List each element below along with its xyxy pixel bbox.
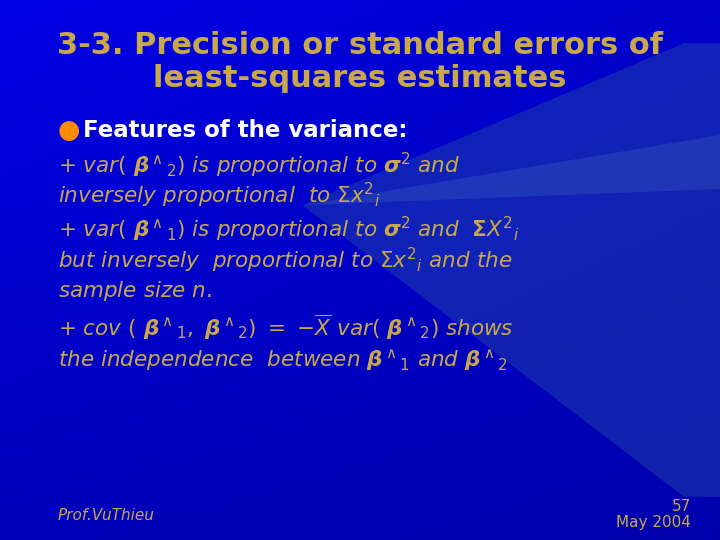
Text: 3-3. Precision or standard errors of: 3-3. Precision or standard errors of	[57, 31, 663, 60]
Text: $\mathit{+ \ var(\ } \boldsymbol{\beta}^\wedge{}_2\mathit{)\ is\ proportional\ t: $\mathit{+ \ var(\ } \boldsymbol{\beta}^…	[58, 151, 459, 180]
Text: $\mathit{but\ inversely\ \ proportional\ to\ \Sigma} x^2{}_{\mathit{i}}\ \mathit: $\mathit{but\ inversely\ \ proportional\…	[58, 246, 512, 275]
Text: Features of the variance:: Features of the variance:	[83, 119, 408, 142]
Text: least-squares estimates: least-squares estimates	[153, 64, 567, 93]
Text: ●: ●	[58, 118, 80, 144]
Text: $\mathit{+ \ var(\ }\boldsymbol{\beta}^\wedge{}_1\mathit{)\ is\ proportional\ to: $\mathit{+ \ var(\ }\boldsymbol{\beta}^\…	[58, 215, 519, 244]
Text: $\mathit{the\ independence\ \ between\ }\boldsymbol{\beta}^\wedge{}_1\ \mathit{a: $\mathit{the\ independence\ \ between\ }…	[58, 347, 508, 373]
Polygon shape	[302, 43, 720, 497]
Text: 57: 57	[672, 499, 691, 514]
Text: Prof.VuThieu: Prof.VuThieu	[58, 508, 155, 523]
Text: May 2004: May 2004	[616, 515, 691, 530]
Text: $\mathit{sample\ size\ n.}$: $\mathit{sample\ size\ n.}$	[58, 279, 212, 302]
Text: $\mathit{inversely\ proportional\ \ to\ \Sigma} x^2{}_{\mathit{i}}$: $\mathit{inversely\ proportional\ \ to\ …	[58, 181, 380, 210]
Polygon shape	[302, 135, 720, 205]
Text: $\mathit{+ \ cov\ (\ }\boldsymbol{\beta}^\wedge{}_1,\ \boldsymbol{\beta}^\wedge{: $\mathit{+ \ cov\ (\ }\boldsymbol{\beta}…	[58, 313, 513, 342]
